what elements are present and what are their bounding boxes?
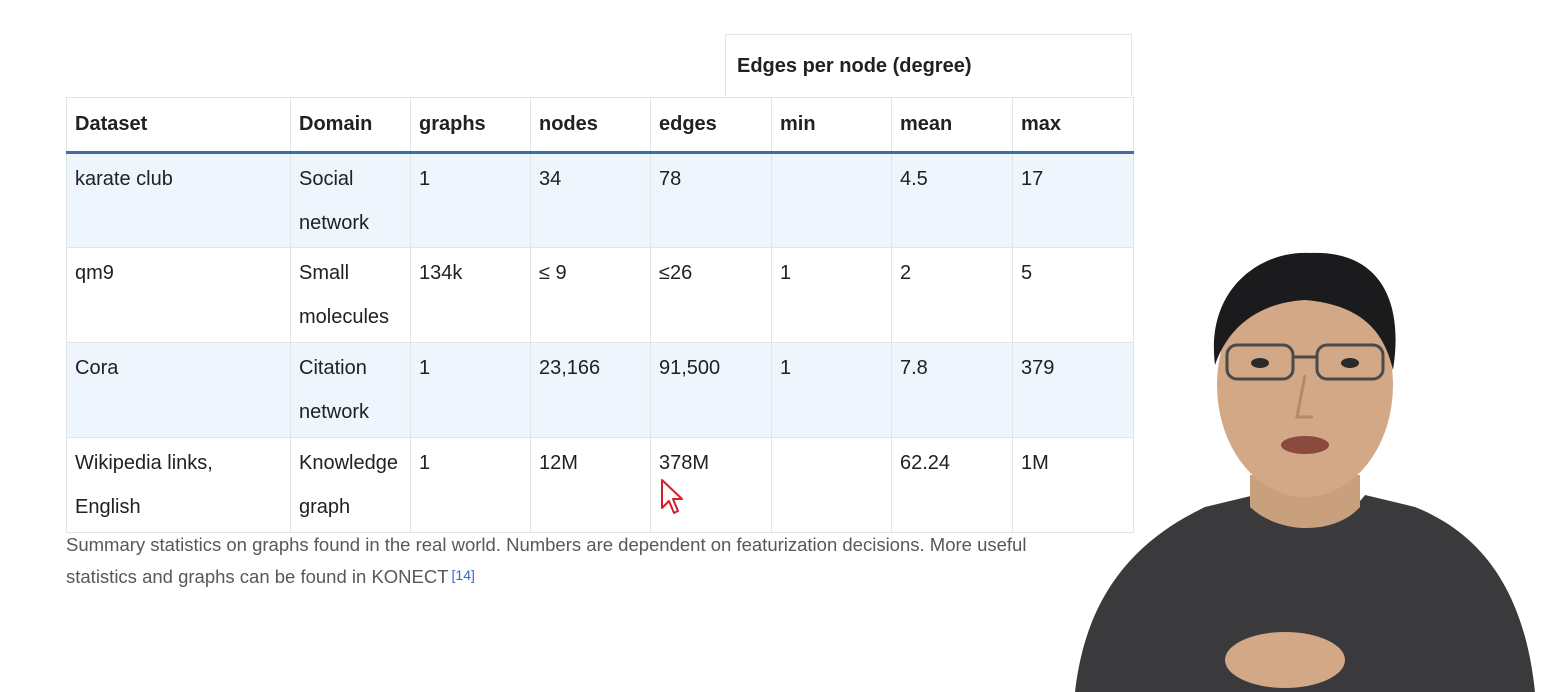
cell-graphs: 1	[410, 152, 531, 248]
cell-max: 5	[1012, 247, 1134, 343]
cell-mean: 62.24	[891, 437, 1013, 533]
cell-edges: ≤26	[650, 247, 772, 343]
graph-statistics-table: Dataset Domain graphs nodes edges min me…	[66, 97, 1134, 533]
column-header-dataset[interactable]: Dataset	[66, 97, 291, 154]
cell-max: 379	[1012, 342, 1134, 438]
column-header-nodes[interactable]: nodes	[530, 97, 651, 154]
cell-mean: 4.5	[891, 152, 1013, 248]
column-header-edges[interactable]: edges	[650, 97, 772, 154]
column-header-mean[interactable]: mean	[891, 97, 1013, 154]
table-row: Cora Citation network 1 23,166 91,500 1 …	[66, 342, 1134, 438]
cell-mean: 2	[891, 247, 1013, 343]
cell-graphs: 1	[410, 342, 531, 438]
mouse-pointer-icon	[661, 479, 683, 514]
cell-domain: Social network	[290, 152, 411, 248]
column-header-graphs[interactable]: graphs	[410, 97, 531, 154]
cell-dataset: qm9	[66, 247, 291, 343]
presenter-video-overlay	[1075, 252, 1535, 692]
cell-max: 1M	[1012, 437, 1134, 533]
cell-dataset: Cora	[66, 342, 291, 438]
cell-nodes: 34	[530, 152, 651, 248]
table-row: qm9 Small molecules 134k ≤ 9 ≤26 1 2 5	[66, 247, 1134, 343]
table-header-row: Dataset Domain graphs nodes edges min me…	[66, 97, 1134, 154]
cell-nodes: ≤ 9	[530, 247, 651, 343]
column-header-domain[interactable]: Domain	[290, 97, 411, 154]
cell-domain: Small molecules	[290, 247, 411, 343]
cell-dataset: Wikipedia links, English	[66, 437, 291, 533]
cell-min	[771, 152, 892, 248]
cell-graphs: 134k	[410, 247, 531, 343]
cell-min: 1	[771, 247, 892, 343]
cell-edges: 91,500	[650, 342, 772, 438]
column-header-max[interactable]: max	[1012, 97, 1134, 154]
table-caption: Summary statistics on graphs found in th…	[66, 530, 1096, 592]
cell-min: 1	[771, 342, 892, 438]
cell-dataset: karate club	[66, 152, 291, 248]
table-row: Wikipedia links, English Knowledge graph…	[66, 437, 1134, 533]
cell-nodes: 23,166	[530, 342, 651, 438]
cell-mean: 7.8	[891, 342, 1013, 438]
cell-domain: Knowledge graph	[290, 437, 411, 533]
cell-max: 17	[1012, 152, 1134, 248]
cell-domain: Citation network	[290, 342, 411, 438]
cell-edges: 78	[650, 152, 772, 248]
degree-group-header: Edges per node (degree)	[725, 34, 1132, 96]
cell-min	[771, 437, 892, 533]
cell-edges: 378M	[650, 437, 772, 533]
reference-link[interactable]: [14]	[451, 567, 475, 583]
cell-nodes: 12M	[530, 437, 651, 533]
table-row: karate club Social network 1 34 78 4.5 1…	[66, 152, 1134, 248]
column-header-min[interactable]: min	[771, 97, 892, 154]
cell-graphs: 1	[410, 437, 531, 533]
caption-text: Summary statistics on graphs found in th…	[66, 534, 1027, 587]
